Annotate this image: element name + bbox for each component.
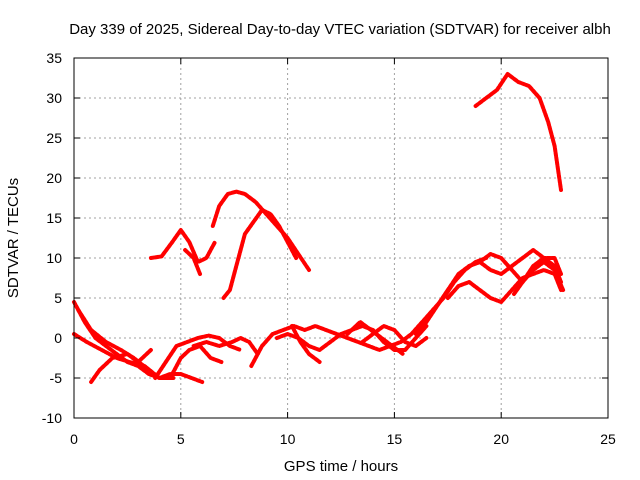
data-series [72,72,566,384]
y-tick-label: 15 [46,210,62,226]
series-trace7 [191,336,260,356]
y-tick-label: 5 [54,290,62,306]
y-tick-label: 0 [54,330,62,346]
series-trace16 [512,260,566,296]
series-trace12 [360,324,429,348]
chart-title: Day 339 of 2025, Sidereal Day-to-day VTE… [69,21,611,38]
series-trace10 [289,324,322,364]
x-tick-label: 10 [280,431,296,447]
y-tick-label: 25 [46,130,62,146]
series-trace13 [413,248,563,336]
x-tick-label: 20 [493,431,509,447]
x-axis-label: GPS time / hours [284,458,398,475]
y-tick-label: -5 [50,370,63,386]
x-tick-label: 15 [387,431,403,447]
series-trace15 [467,252,563,284]
axis-ticks: 0 5 10 15 20 25 -10 -5 0 5 10 15 20 25 30 35 [42,50,616,447]
x-tick-label: 0 [70,431,78,447]
series-trace14 [445,268,563,304]
series-trace21 [473,72,563,192]
series-trace6 [170,344,224,376]
y-tick-label: -10 [42,410,62,426]
x-tick-label: 5 [177,431,185,447]
y-tick-label: 30 [46,90,62,106]
y-tick-label: 10 [46,250,62,266]
series-trace18 [183,248,202,276]
plot-frame [73,57,609,419]
series-trace8 [249,256,489,368]
grid-lines [74,58,608,418]
y-tick-label: 35 [46,50,62,66]
series-trace3 [89,348,153,384]
y-tick-label: 20 [46,170,62,186]
x-tick-label: 25 [600,431,616,447]
y-axis-label: SDTVAR / TECUs [5,178,22,298]
series-trace17 [148,228,217,264]
series-trace20 [221,208,299,300]
series-trace19 [210,189,311,272]
